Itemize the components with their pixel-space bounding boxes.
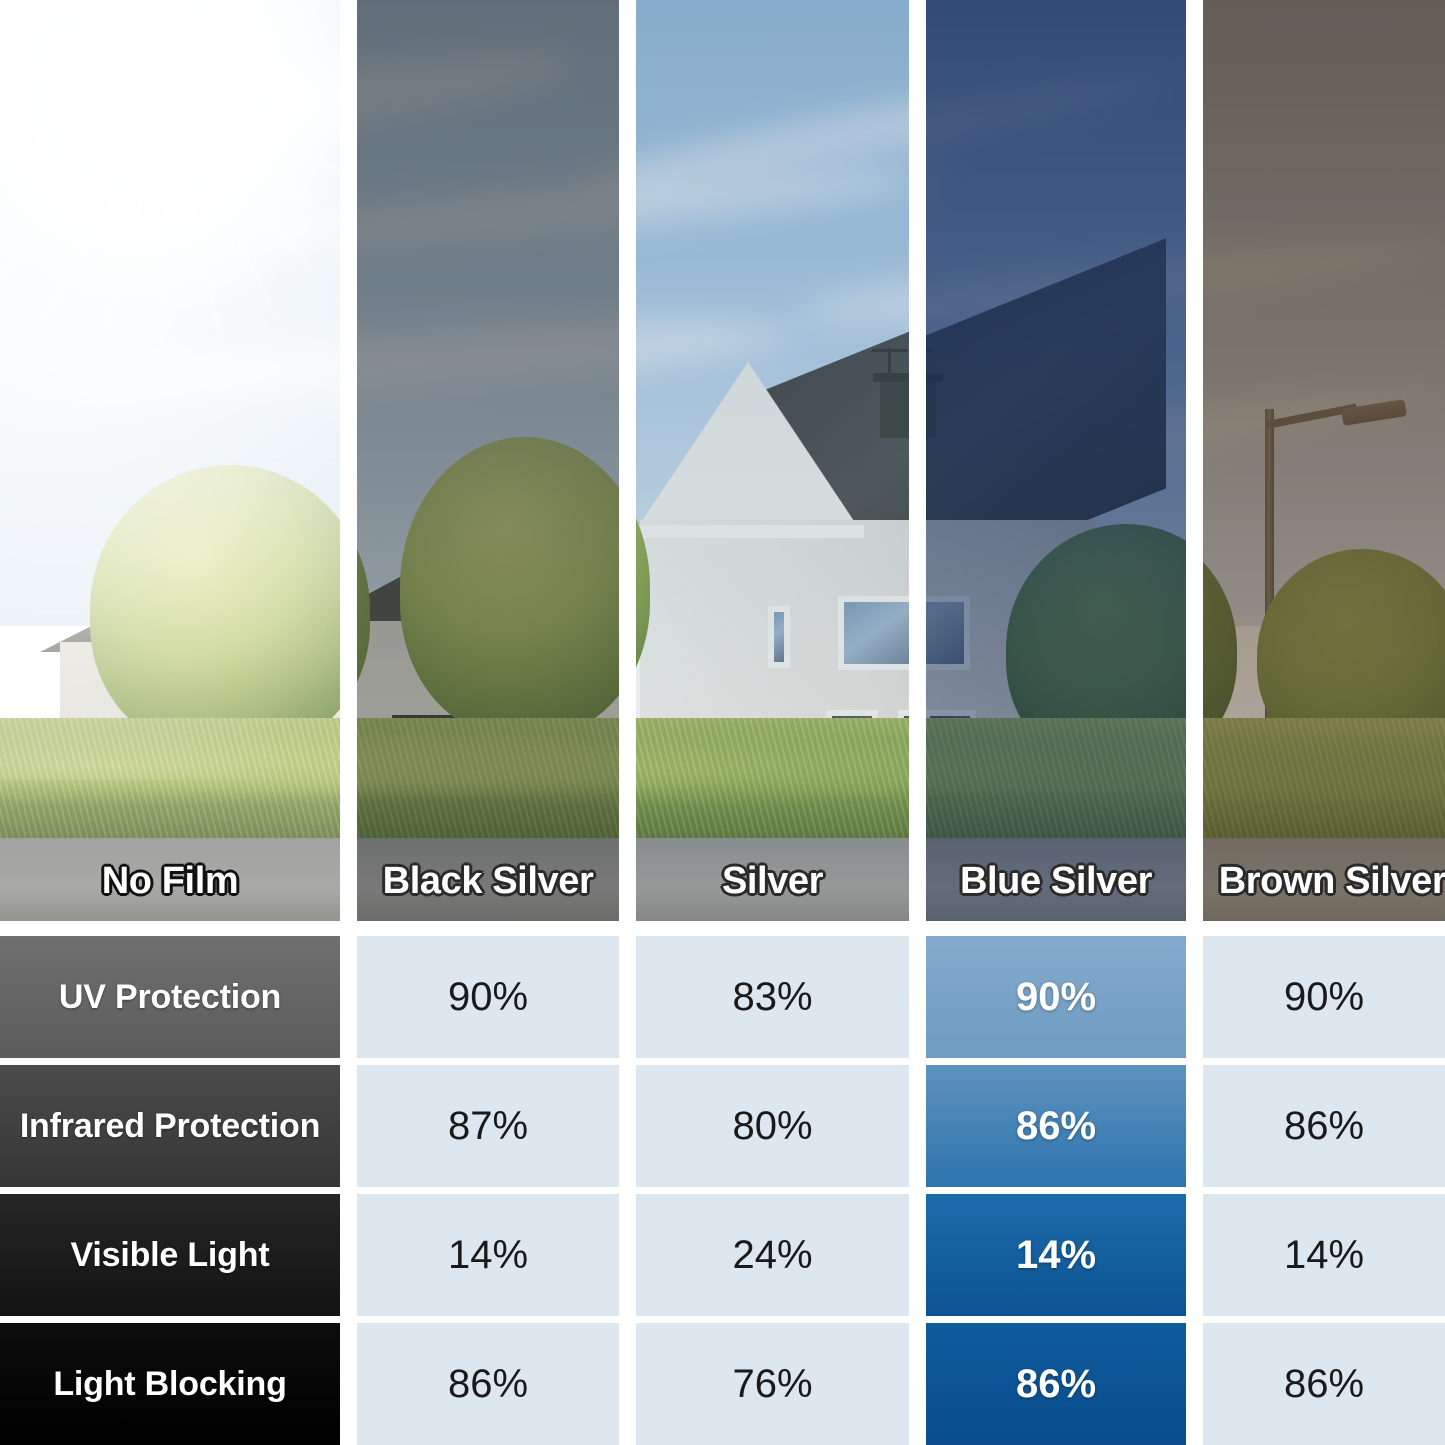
panel-label-blue-silver: Blue Silver [959,860,1153,902]
street-scene [926,0,1186,921]
cell-uv-brown-silver: 90% [1203,936,1445,1058]
cell-uv-blue-silver: 90% [926,936,1186,1058]
row-label-uv-protection: UV Protection [0,936,340,1058]
table-row: Infrared Protection 87% 80% 86% 86% [0,1065,1445,1187]
cell-uv-silver: 83% [636,936,909,1058]
cell-vl-blue-silver: 14% [926,1194,1186,1316]
cell-ir-silver: 80% [636,1065,909,1187]
sun-haze [0,0,340,780]
table-row: Visible Light 14% 24% 14% 14% [0,1194,1445,1316]
row-label-visible-light: Visible Light [0,1194,340,1316]
cell-vl-black-silver: 14% [357,1194,619,1316]
cell-lb-blue-silver: 86% [926,1323,1186,1445]
row-label-light-blocking: Light Blocking [0,1323,340,1445]
cell-lb-brown-silver: 86% [1203,1323,1445,1445]
row-label-infrared-protection: Infrared Protection [0,1065,340,1187]
panel-label-silver: Silver [721,860,824,902]
street-scene [357,0,619,921]
cell-lb-black-silver: 86% [357,1323,619,1445]
panel-label-black-silver: Black Silver [382,860,594,902]
photo-panel-blue-silver[interactable]: Blue Silver [926,0,1186,921]
cell-lb-silver: 76% [636,1323,909,1445]
cell-ir-black-silver: 87% [357,1065,619,1187]
street-scene [636,0,909,921]
cell-vl-brown-silver: 14% [1203,1194,1445,1316]
cell-uv-black-silver: 90% [357,936,619,1058]
photo-panel-silver[interactable]: Silver [636,0,909,921]
table-row: Light Blocking 86% 76% 86% 86% [0,1323,1445,1445]
photo-panel-brown-silver[interactable]: Brown Silver [1203,0,1445,921]
cell-ir-brown-silver: 86% [1203,1065,1445,1187]
street-scene [0,0,340,921]
spec-comparison-table: UV Protection 90% 83% 90% 90% Infrared P… [0,936,1445,1445]
street-scene [1203,0,1445,921]
panel-label-no-film: No Film [101,860,239,902]
table-row: UV Protection 90% 83% 90% 90% [0,936,1445,1058]
panel-label-brown-silver: Brown Silver [1218,860,1445,902]
cell-ir-blue-silver: 86% [926,1065,1186,1187]
cell-vl-silver: 24% [636,1194,909,1316]
photo-comparison-strip: No Film [0,0,1445,921]
photo-panel-no-film[interactable]: No Film [0,0,340,921]
photo-panel-black-silver[interactable]: Black Silver [357,0,619,921]
